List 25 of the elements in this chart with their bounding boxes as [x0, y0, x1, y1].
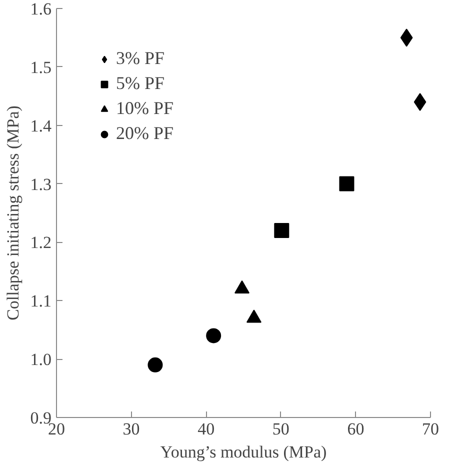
y-tick-label: 1.3 [30, 174, 52, 194]
x-tick-label: 70 [422, 420, 439, 438]
legend-label: 10% PF [116, 98, 174, 119]
x-tick-label: 60 [347, 420, 364, 438]
y-tick-label: 1.5 [30, 58, 52, 77]
point [274, 223, 290, 238]
y-tick-label: 1.2 [30, 233, 52, 252]
x-tick-label: 50 [272, 420, 290, 438]
legend-label: 5% PF [116, 73, 165, 94]
x-tick-label: 40 [198, 420, 215, 438]
y-axis-title: Collapse initiating stress (MPa) [3, 106, 22, 320]
legend-label: 20% PF [116, 123, 174, 144]
x-tick-label: 30 [122, 420, 140, 438]
y-tick-label: 1.1 [30, 292, 52, 311]
point [414, 92, 426, 111]
point [148, 357, 163, 372]
legend-label: 3% PF [116, 48, 165, 69]
x-axis-title: Young’s modulus (MPa) [160, 442, 327, 462]
y-tick-label: 0.9 [30, 408, 52, 428]
y-tick-label: 1.4 [30, 116, 52, 136]
point [206, 328, 222, 344]
point [400, 28, 413, 47]
point [339, 176, 354, 192]
y-tick-label: 1.0 [30, 350, 52, 370]
y-tick-label: 1.6 [30, 0, 52, 18]
